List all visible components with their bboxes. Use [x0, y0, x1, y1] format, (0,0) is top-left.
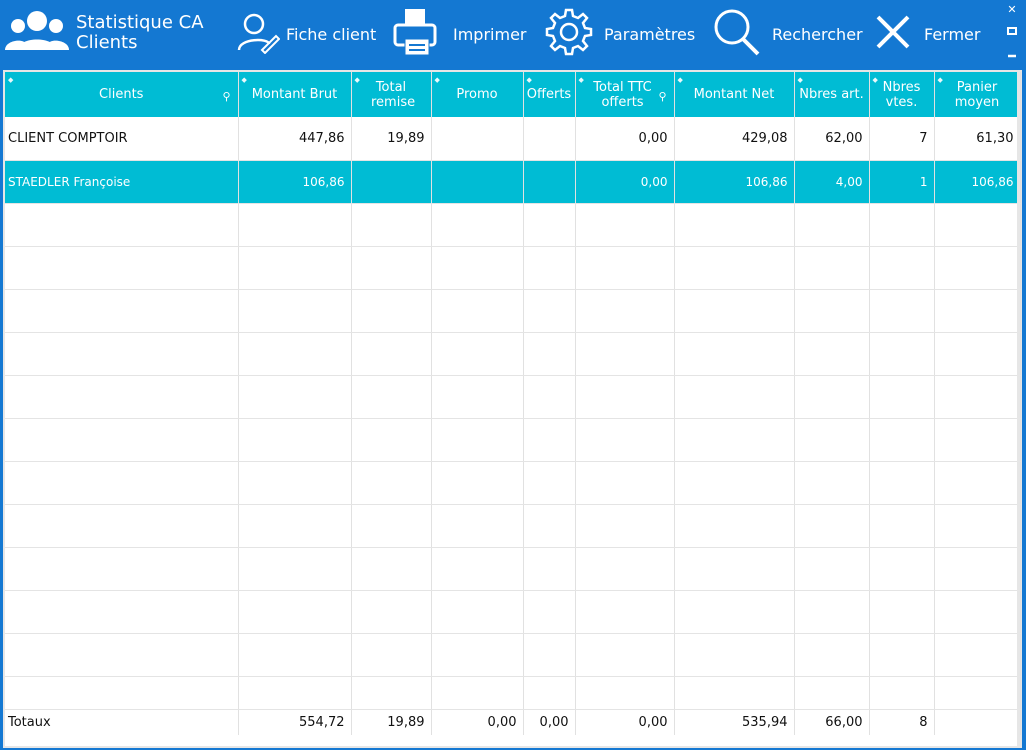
- empty-row: [5, 375, 1021, 419]
- fiche-client-label: Fiche client: [286, 24, 377, 44]
- column-header-montant-net[interactable]: ◆ Montant Net: [674, 72, 795, 117]
- empty-row: [5, 633, 1021, 677]
- empty-row: [5, 203, 1021, 247]
- total-nbres-art: 66,00: [794, 708, 870, 735]
- sort-icon[interactable]: ◆: [241, 76, 247, 84]
- fiche-client-button[interactable]: Fiche client: [236, 8, 376, 60]
- window-maximize-icon[interactable]: [1006, 26, 1018, 38]
- empty-row: [5, 547, 1021, 591]
- table-row[interactable]: CLIENT COMPTOIR 447,86 19,89 0,00 429,08…: [5, 117, 1021, 161]
- filter-search-icon[interactable]: ⚲: [658, 90, 667, 103]
- stats-table: ◆ Clients ⚲ ◆ Montant Brut ◆ Total remise ◆ P…: [5, 72, 1021, 735]
- parametres-label: Paramètres: [604, 24, 696, 44]
- sort-icon[interactable]: ◆: [797, 76, 803, 84]
- clients-group-icon: [4, 4, 70, 62]
- column-header-panier-moyen[interactable]: ◆ Panier moyen: [934, 72, 1021, 117]
- total-offerts: 0,00: [523, 708, 576, 735]
- total-remise: 19,89: [351, 708, 432, 735]
- column-header-offerts[interactable]: ◆ Offerts: [523, 72, 576, 117]
- imprimer-label: Imprimer: [453, 24, 527, 44]
- empty-row: [5, 246, 1021, 290]
- total-montant-net: 535,94: [674, 708, 795, 735]
- sort-icon[interactable]: ◆: [578, 76, 584, 84]
- total-montant-brut: 554,72: [238, 708, 352, 735]
- total-promo: 0,00: [431, 708, 524, 735]
- column-header-nbres-vtes[interactable]: ◆ Nbres vtes.: [869, 72, 935, 117]
- sort-icon[interactable]: ◆: [526, 76, 532, 84]
- empty-row: [5, 676, 1021, 710]
- sort-icon[interactable]: ◆: [872, 76, 878, 84]
- search-icon: [712, 7, 762, 61]
- empty-row: [5, 289, 1021, 333]
- empty-row: [5, 590, 1021, 634]
- stats-grid-panel: ◆ Clients ⚲ ◆ Montant Brut ◆ Total remise ◆ P…: [3, 70, 1022, 748]
- user-edit-icon: [236, 10, 281, 58]
- parametres-button[interactable]: Paramètres: [544, 8, 695, 60]
- empty-row: [5, 461, 1021, 505]
- rechercher-button[interactable]: Rechercher: [712, 8, 863, 60]
- sort-icon[interactable]: ◆: [677, 76, 683, 84]
- toolbar: Statistique CA Clients Fiche client Impr…: [0, 0, 1026, 70]
- window-minimize-icon[interactable]: [1006, 48, 1018, 60]
- totals-label: Totaux: [5, 708, 239, 735]
- total-nbres-vtes: 8: [869, 708, 935, 735]
- close-x-icon: [874, 13, 912, 55]
- totals-row: Totaux 554,72 19,89 0,00 0,00 0,00 535,9…: [5, 708, 1021, 735]
- column-header-montant-brut[interactable]: ◆ Montant Brut: [238, 72, 352, 117]
- total-ttc-offerts: 0,00: [575, 708, 675, 735]
- app-title-line2: Clients: [76, 32, 138, 53]
- sort-icon[interactable]: ◆: [434, 76, 440, 84]
- column-header-nbres-art[interactable]: ◆ Nbres art.: [794, 72, 870, 117]
- column-header-clients[interactable]: ◆ Clients ⚲: [5, 72, 239, 117]
- app-title: Statistique CA Clients: [4, 4, 204, 62]
- fermer-button[interactable]: Fermer: [874, 8, 980, 60]
- empty-row: [5, 418, 1021, 462]
- sort-icon[interactable]: ◆: [937, 76, 943, 84]
- table-header-row: ◆ Clients ⚲ ◆ Montant Brut ◆ Total remise ◆ P…: [5, 72, 1021, 117]
- total-panier-moyen: [934, 708, 1021, 735]
- fermer-label: Fermer: [924, 24, 981, 44]
- sort-icon[interactable]: ◆: [8, 76, 14, 84]
- sort-icon[interactable]: ◆: [354, 76, 360, 84]
- empty-row: [5, 332, 1021, 376]
- column-header-total-remise[interactable]: ◆ Total remise: [351, 72, 432, 117]
- column-header-total-ttc-offerts[interactable]: ◆ Total TTC offerts ⚲: [575, 72, 675, 117]
- rechercher-label: Rechercher: [772, 24, 863, 44]
- filter-search-icon[interactable]: ⚲: [222, 90, 231, 103]
- empty-row: [5, 504, 1021, 548]
- app-title-line1: Statistique CA: [76, 12, 204, 33]
- printer-icon: [393, 7, 443, 61]
- column-header-promo[interactable]: ◆ Promo: [431, 72, 524, 117]
- gear-icon: [544, 7, 594, 61]
- window-close-icon[interactable]: ✕: [1007, 3, 1017, 16]
- imprimer-button[interactable]: Imprimer: [393, 8, 527, 60]
- scrollbar[interactable]: [1017, 72, 1020, 746]
- table-row-selected[interactable]: STAEDLER Françoise 106,86 0,00 106,86 4,…: [5, 160, 1021, 204]
